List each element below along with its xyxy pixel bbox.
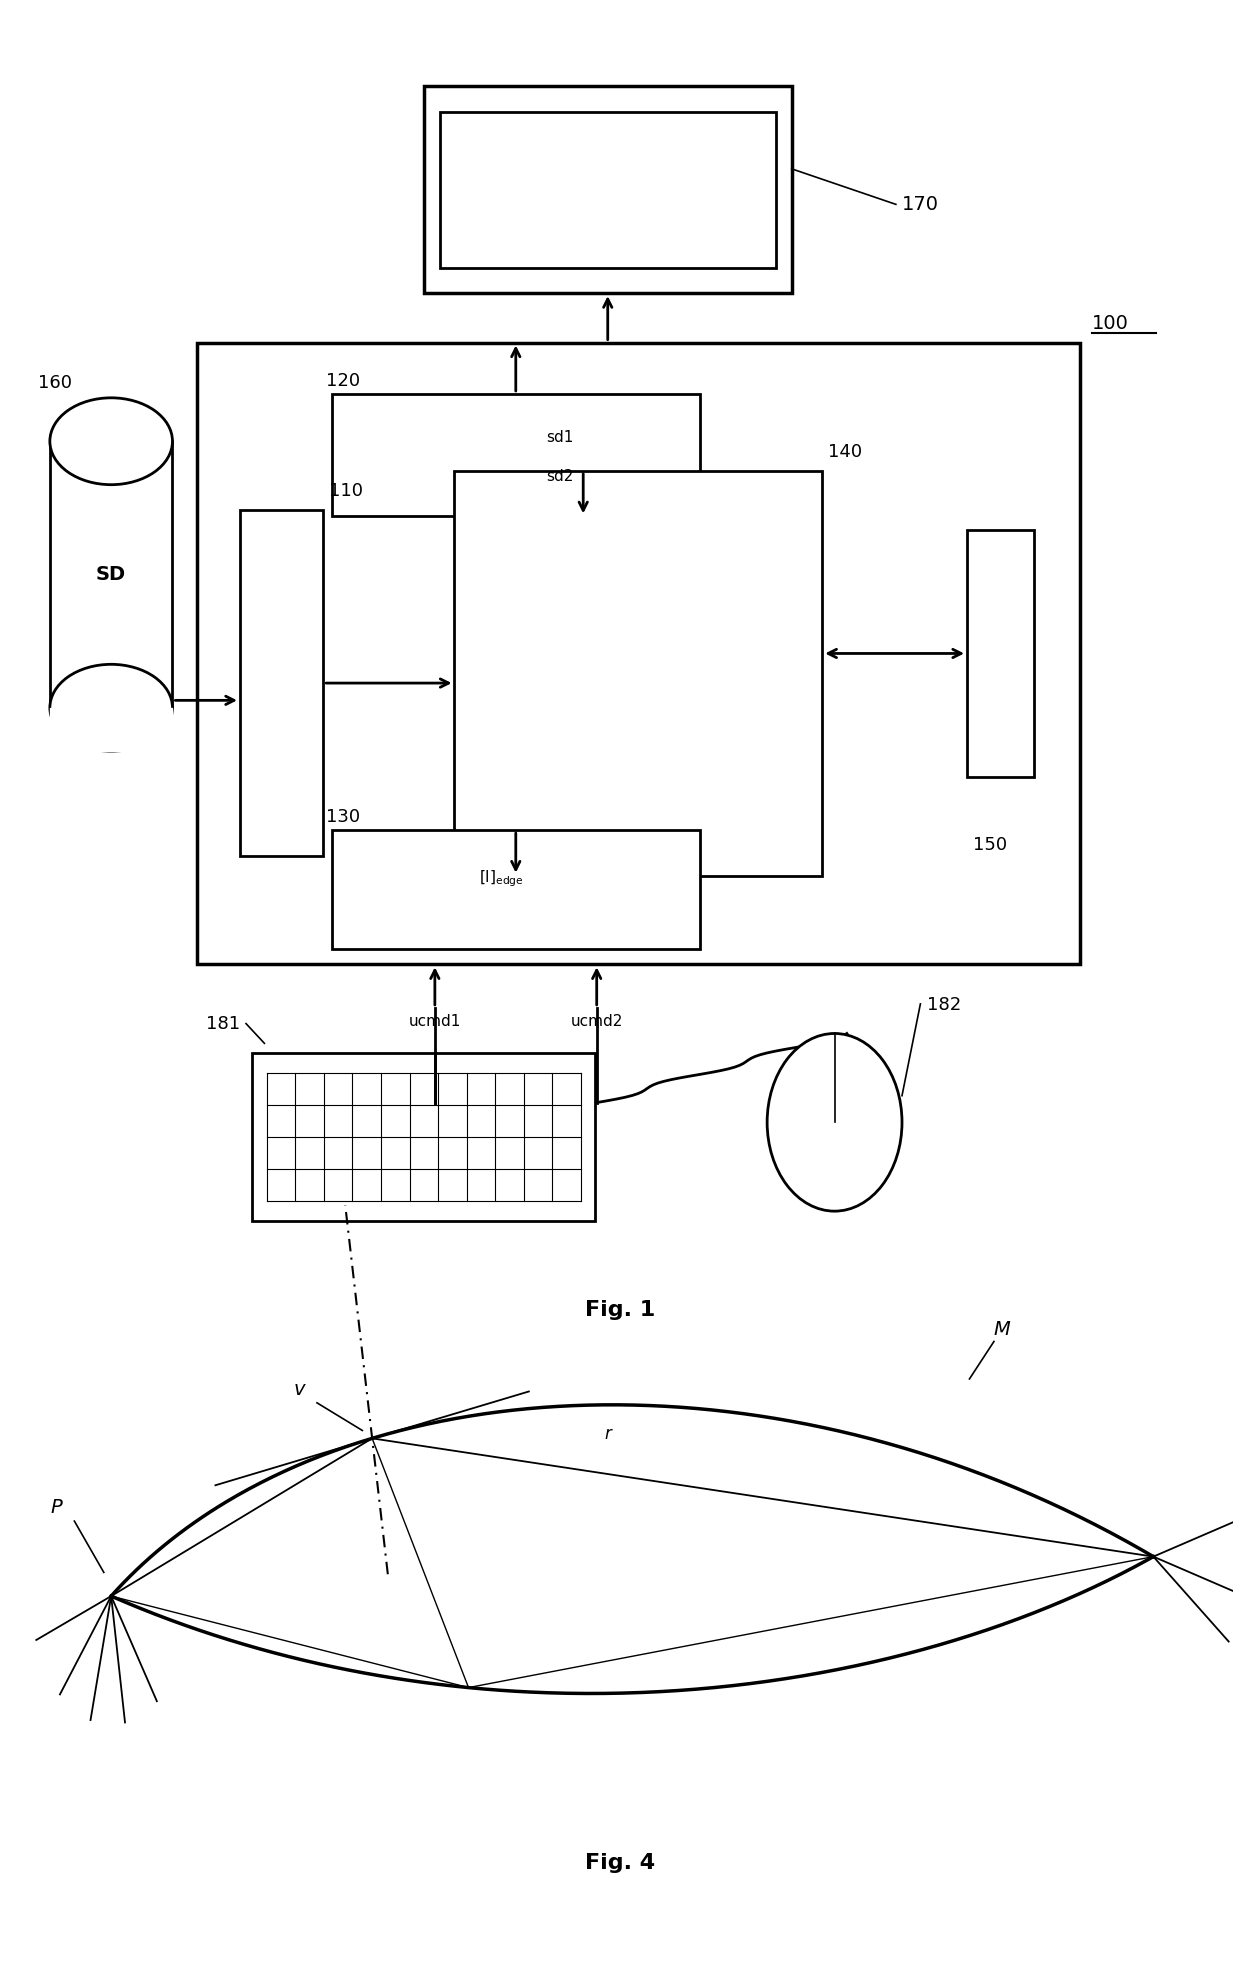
Text: ucmd1: ucmd1	[409, 1014, 461, 1028]
Ellipse shape	[50, 664, 172, 751]
Text: 182: 182	[926, 996, 961, 1014]
FancyBboxPatch shape	[332, 831, 699, 948]
Text: Fig. 1: Fig. 1	[585, 1300, 655, 1320]
Text: 160: 160	[37, 374, 72, 392]
FancyBboxPatch shape	[967, 531, 1034, 777]
Text: 181: 181	[206, 1016, 239, 1034]
FancyBboxPatch shape	[424, 85, 791, 292]
Ellipse shape	[50, 398, 172, 485]
Text: 140: 140	[828, 443, 863, 461]
Text: [I]$_{\mathregular{edge}}$: [I]$_{\mathregular{edge}}$	[479, 869, 523, 889]
FancyBboxPatch shape	[252, 1054, 595, 1221]
FancyBboxPatch shape	[239, 511, 324, 855]
Text: M: M	[994, 1320, 1011, 1340]
Text: 130: 130	[326, 809, 360, 827]
Text: sd1: sd1	[547, 429, 574, 445]
FancyBboxPatch shape	[455, 471, 822, 875]
Text: 110: 110	[330, 483, 363, 501]
Text: sd2: sd2	[547, 469, 574, 485]
FancyBboxPatch shape	[197, 342, 1080, 964]
FancyBboxPatch shape	[440, 111, 776, 268]
Text: ucmd2: ucmd2	[570, 1014, 622, 1028]
Text: 150: 150	[973, 837, 1007, 855]
Ellipse shape	[768, 1034, 901, 1211]
Text: r: r	[604, 1425, 611, 1443]
Text: 100: 100	[1092, 314, 1128, 332]
Text: Fig. 4: Fig. 4	[585, 1853, 655, 1873]
Text: 170: 170	[901, 195, 939, 215]
FancyBboxPatch shape	[332, 394, 699, 517]
Text: SD: SD	[97, 565, 126, 584]
Text: P: P	[51, 1499, 62, 1517]
Text: v: v	[293, 1380, 305, 1400]
Text: 120: 120	[326, 372, 360, 390]
